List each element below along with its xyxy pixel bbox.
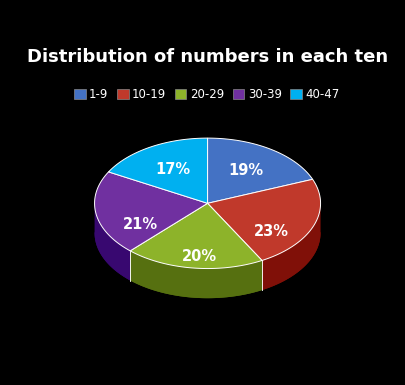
Polygon shape [95, 203, 130, 281]
Polygon shape [95, 232, 207, 281]
Polygon shape [109, 138, 207, 203]
Text: 19%: 19% [228, 164, 263, 179]
Text: 17%: 17% [156, 162, 191, 177]
Polygon shape [207, 179, 320, 261]
Text: 20%: 20% [181, 249, 217, 264]
Polygon shape [207, 138, 313, 203]
Polygon shape [95, 172, 207, 251]
Polygon shape [130, 203, 262, 268]
Text: 23%: 23% [254, 224, 289, 239]
Polygon shape [262, 203, 320, 290]
Polygon shape [130, 251, 262, 298]
Text: 21%: 21% [123, 217, 158, 232]
Polygon shape [207, 232, 320, 290]
Legend: 1-9, 10-19, 20-29, 30-39, 40-47: 1-9, 10-19, 20-29, 30-39, 40-47 [69, 83, 344, 105]
Text: Distribution of numbers in each ten: Distribution of numbers in each ten [27, 48, 388, 66]
Polygon shape [130, 233, 262, 298]
